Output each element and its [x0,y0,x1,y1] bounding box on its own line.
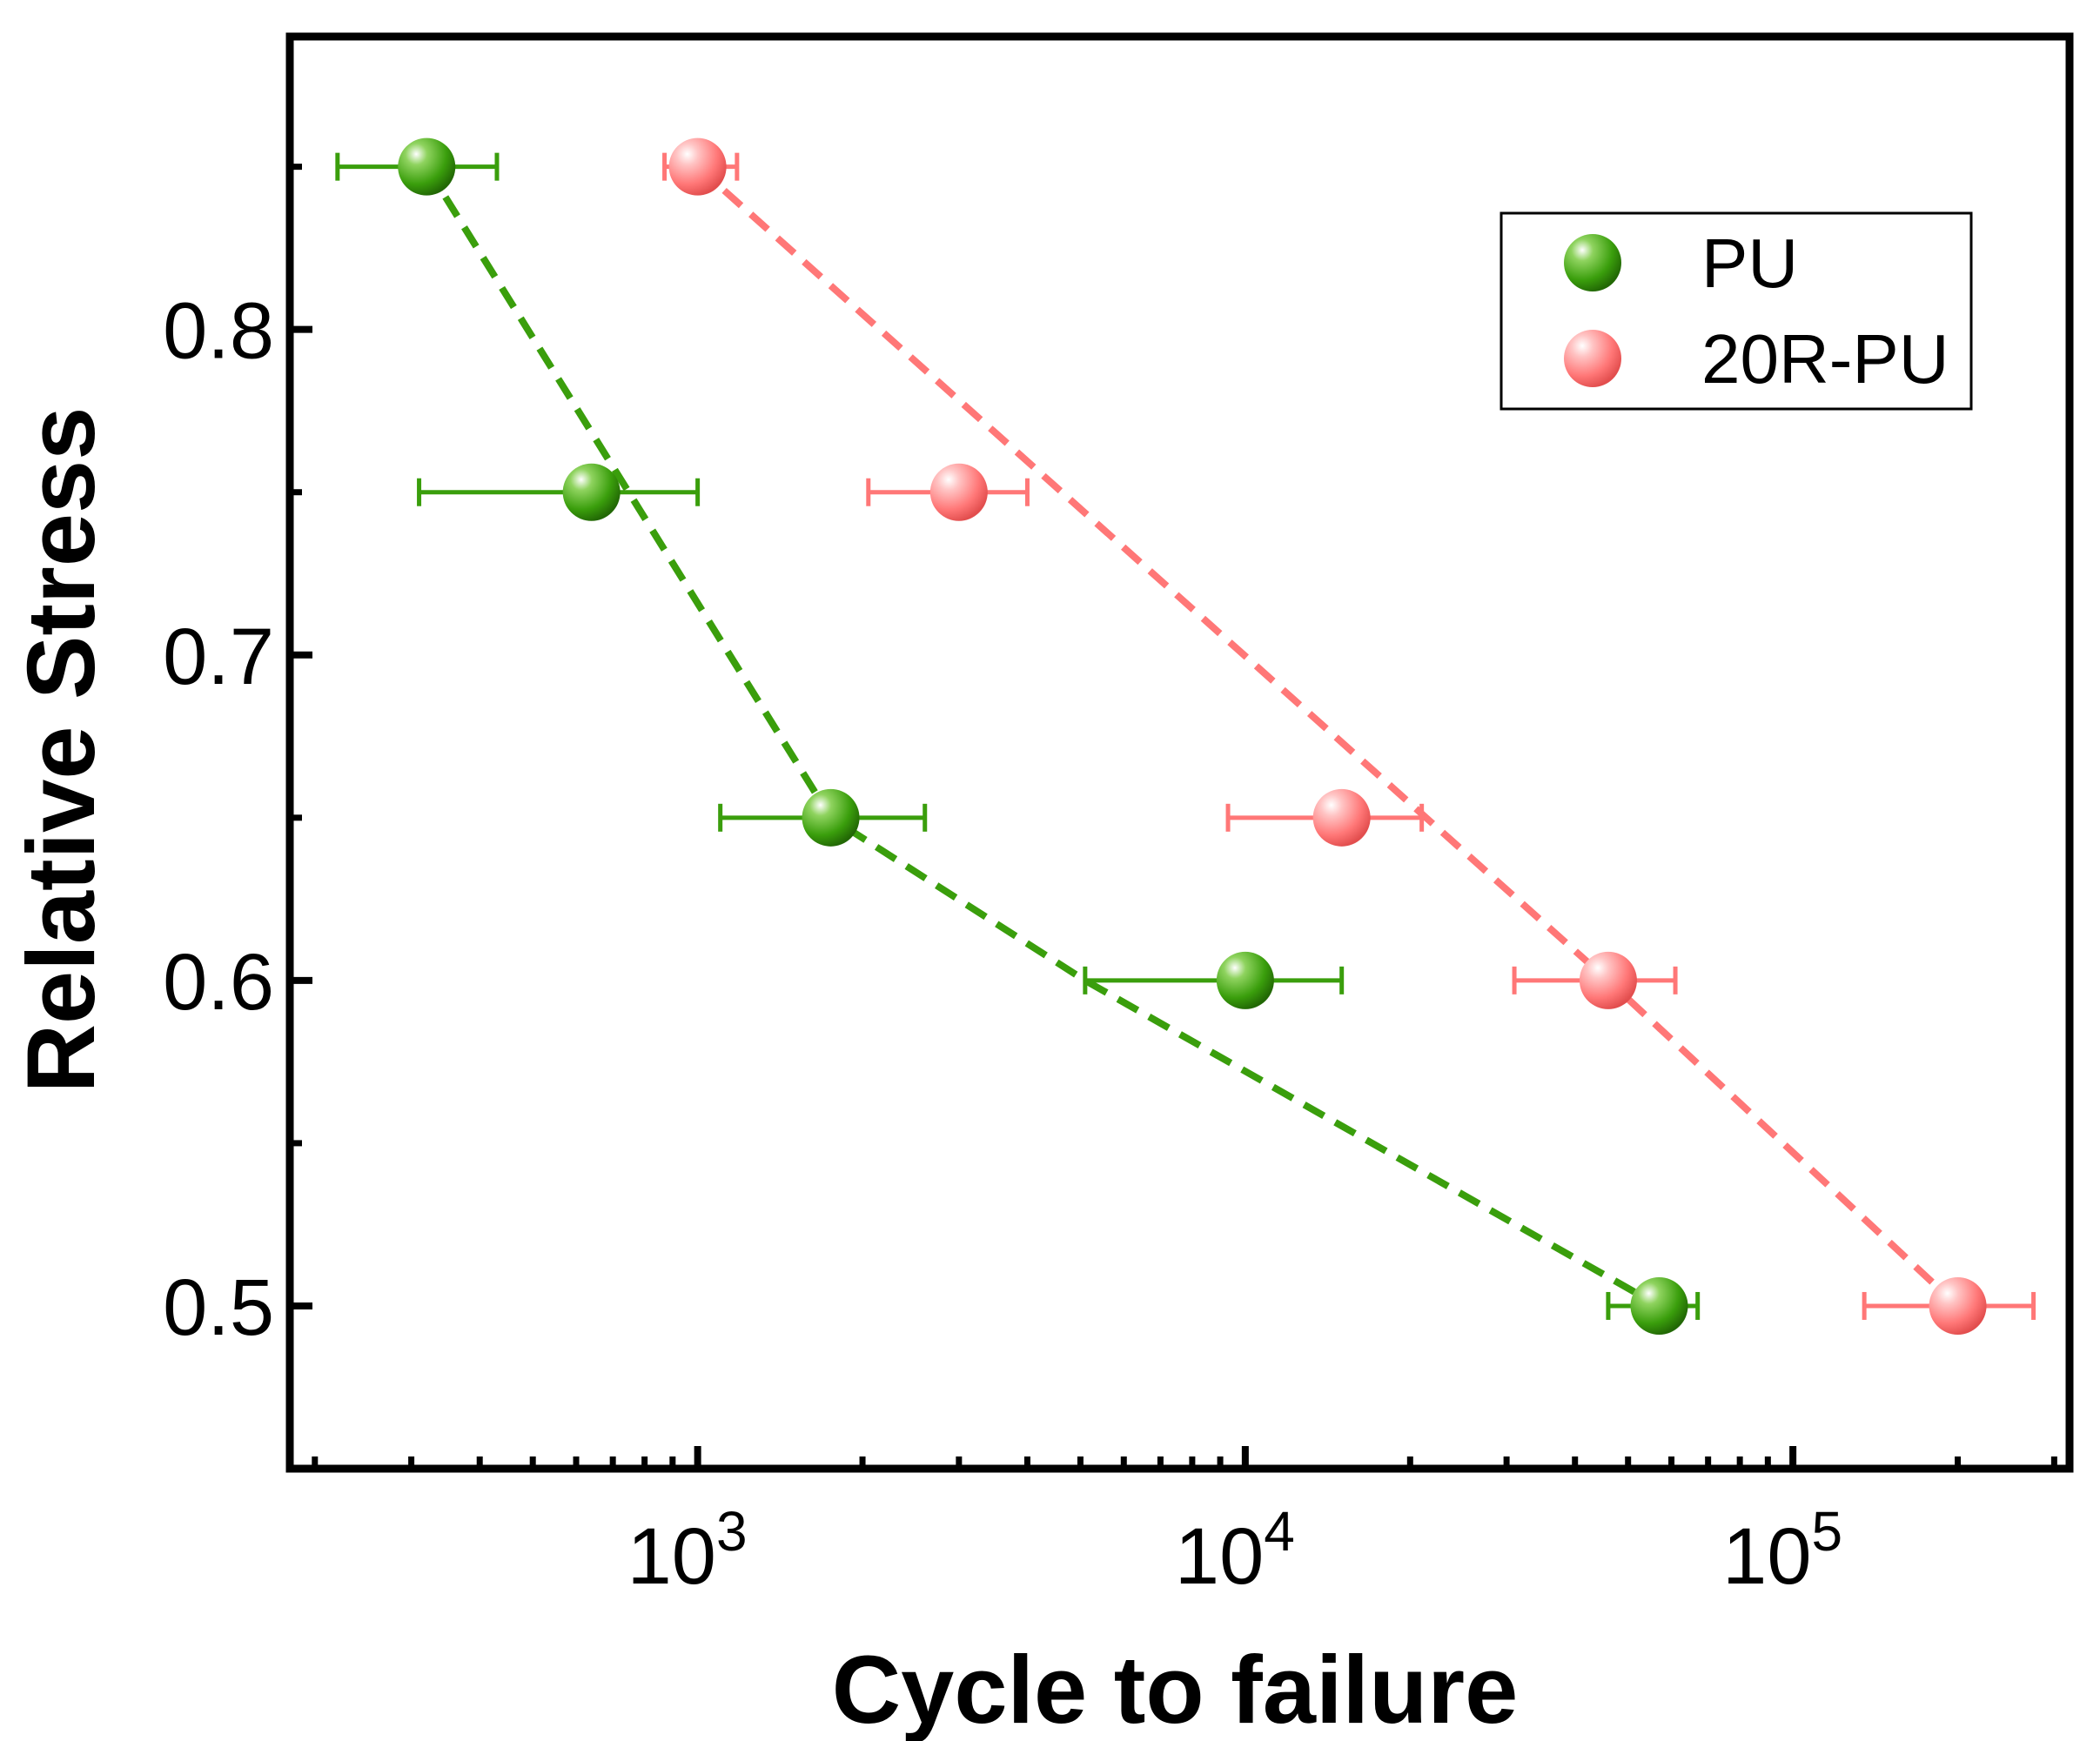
data-point-pu-1 [562,463,621,521]
x-axis-title: Cycle to failure [832,1637,1519,1741]
y-axis-title: Relative Stress [8,407,115,1094]
legend-marker-20r-pu [1564,330,1621,387]
legend-marker-pu [1564,234,1621,291]
legend: PU 20R-PU [1500,211,1973,411]
data-point-20r-pu-1 [929,463,988,521]
legend-label-pu: PU [1701,224,1798,302]
data-point-20r-pu-0 [668,137,727,196]
data-point-pu-0 [398,137,456,196]
x-tick-label: 104 [1175,1500,1295,1601]
y-tick-label: 0.8 [163,287,274,376]
plot-frame [285,32,2074,1473]
x-tick-label: 105 [1722,1500,1842,1601]
data-point-20r-pu-4 [1929,1276,1987,1335]
legend-label-20r-pu: 20R-PU [1701,320,1949,398]
series-line-pu [423,164,1661,1309]
data-point-pu-2 [802,788,860,847]
y-tick-label: 0.7 [163,613,274,701]
data-point-20r-pu-2 [1312,788,1371,847]
data-point-20r-pu-3 [1579,951,1637,1009]
data-point-pu-3 [1216,951,1274,1009]
x-tick-label: 103 [627,1500,748,1601]
data-point-pu-4 [1630,1276,1688,1335]
y-tick-label: 0.6 [163,938,274,1027]
y-tick-label: 0.5 [163,1263,274,1352]
